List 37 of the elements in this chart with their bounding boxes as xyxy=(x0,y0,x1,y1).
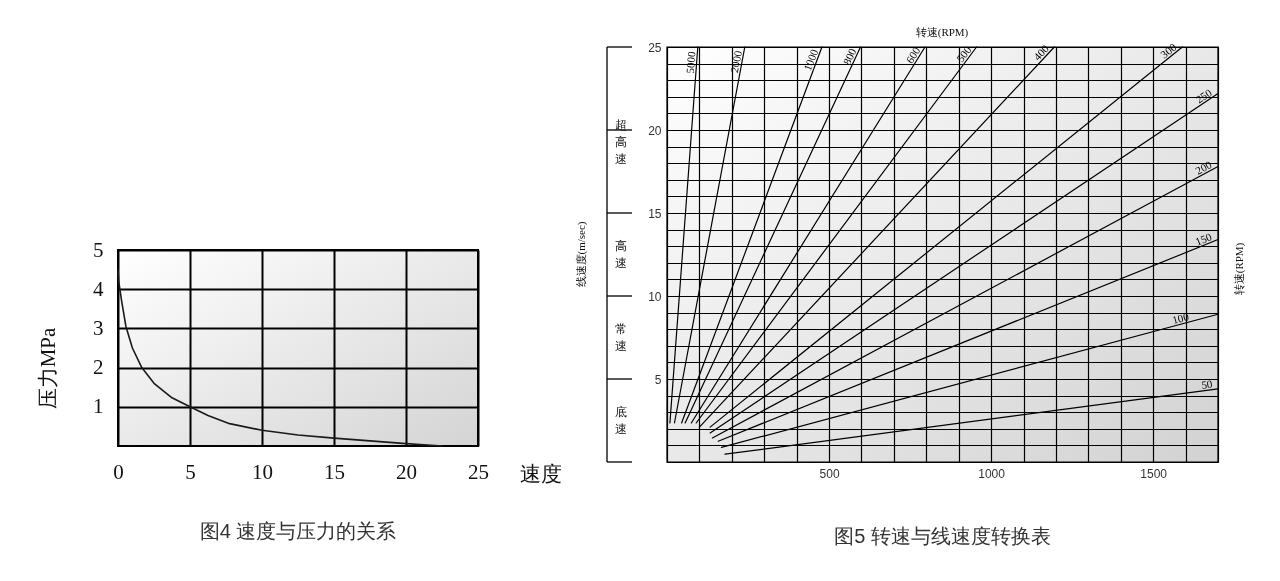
y-tick-label: 2 xyxy=(93,355,104,380)
text: 常速 xyxy=(615,322,627,353)
text: 图4 速度与压力的关系 xyxy=(199,520,397,542)
x-axis-title: 速度 xyxy=(519,461,562,486)
x-tick-label: 20 xyxy=(396,459,417,484)
y-tick-label: 20 xyxy=(648,123,662,138)
x-tick-label: 5 xyxy=(185,459,196,484)
y-tick-label: 25 xyxy=(648,40,662,55)
text: 超高速 xyxy=(615,118,627,166)
text: 400 xyxy=(1030,42,1052,63)
x-tick-label: 1000 xyxy=(978,466,1006,481)
y-tick-label: 4 xyxy=(93,276,104,301)
text: 5000 xyxy=(683,50,698,74)
x-tick-label: 0 xyxy=(113,459,124,484)
y-tick-label: 1 xyxy=(93,394,104,419)
x-tick-label: 25 xyxy=(468,459,489,484)
text: 800 xyxy=(840,46,859,67)
y-tick-label: 10 xyxy=(648,289,662,304)
x-tick-label: 15 xyxy=(324,459,345,484)
x-tick-label: 1500 xyxy=(1140,466,1168,481)
text: 高速 xyxy=(615,239,627,270)
y-axis-title: 线速度(m/sec) xyxy=(574,221,588,288)
y-tick-label: 15 xyxy=(648,206,662,221)
y-axis-title: 压力MPa xyxy=(35,326,60,410)
text: 转速(RPM) xyxy=(915,26,969,39)
text: 转速(RPM) xyxy=(1233,242,1246,296)
text: 150 xyxy=(1193,230,1214,248)
text: 50 xyxy=(1200,377,1214,392)
text: 200 xyxy=(1193,158,1215,177)
y-tick-label: 5 xyxy=(654,372,662,387)
text: 图5 转速与线速度转换表 xyxy=(834,525,1051,547)
x-tick-label: 500 xyxy=(819,466,840,481)
y-tick-label: 5 xyxy=(93,237,104,262)
y-tick-label: 3 xyxy=(93,315,104,340)
x-tick-label: 10 xyxy=(252,459,273,484)
text: 600 xyxy=(903,44,923,66)
text: 底速 xyxy=(615,405,627,436)
